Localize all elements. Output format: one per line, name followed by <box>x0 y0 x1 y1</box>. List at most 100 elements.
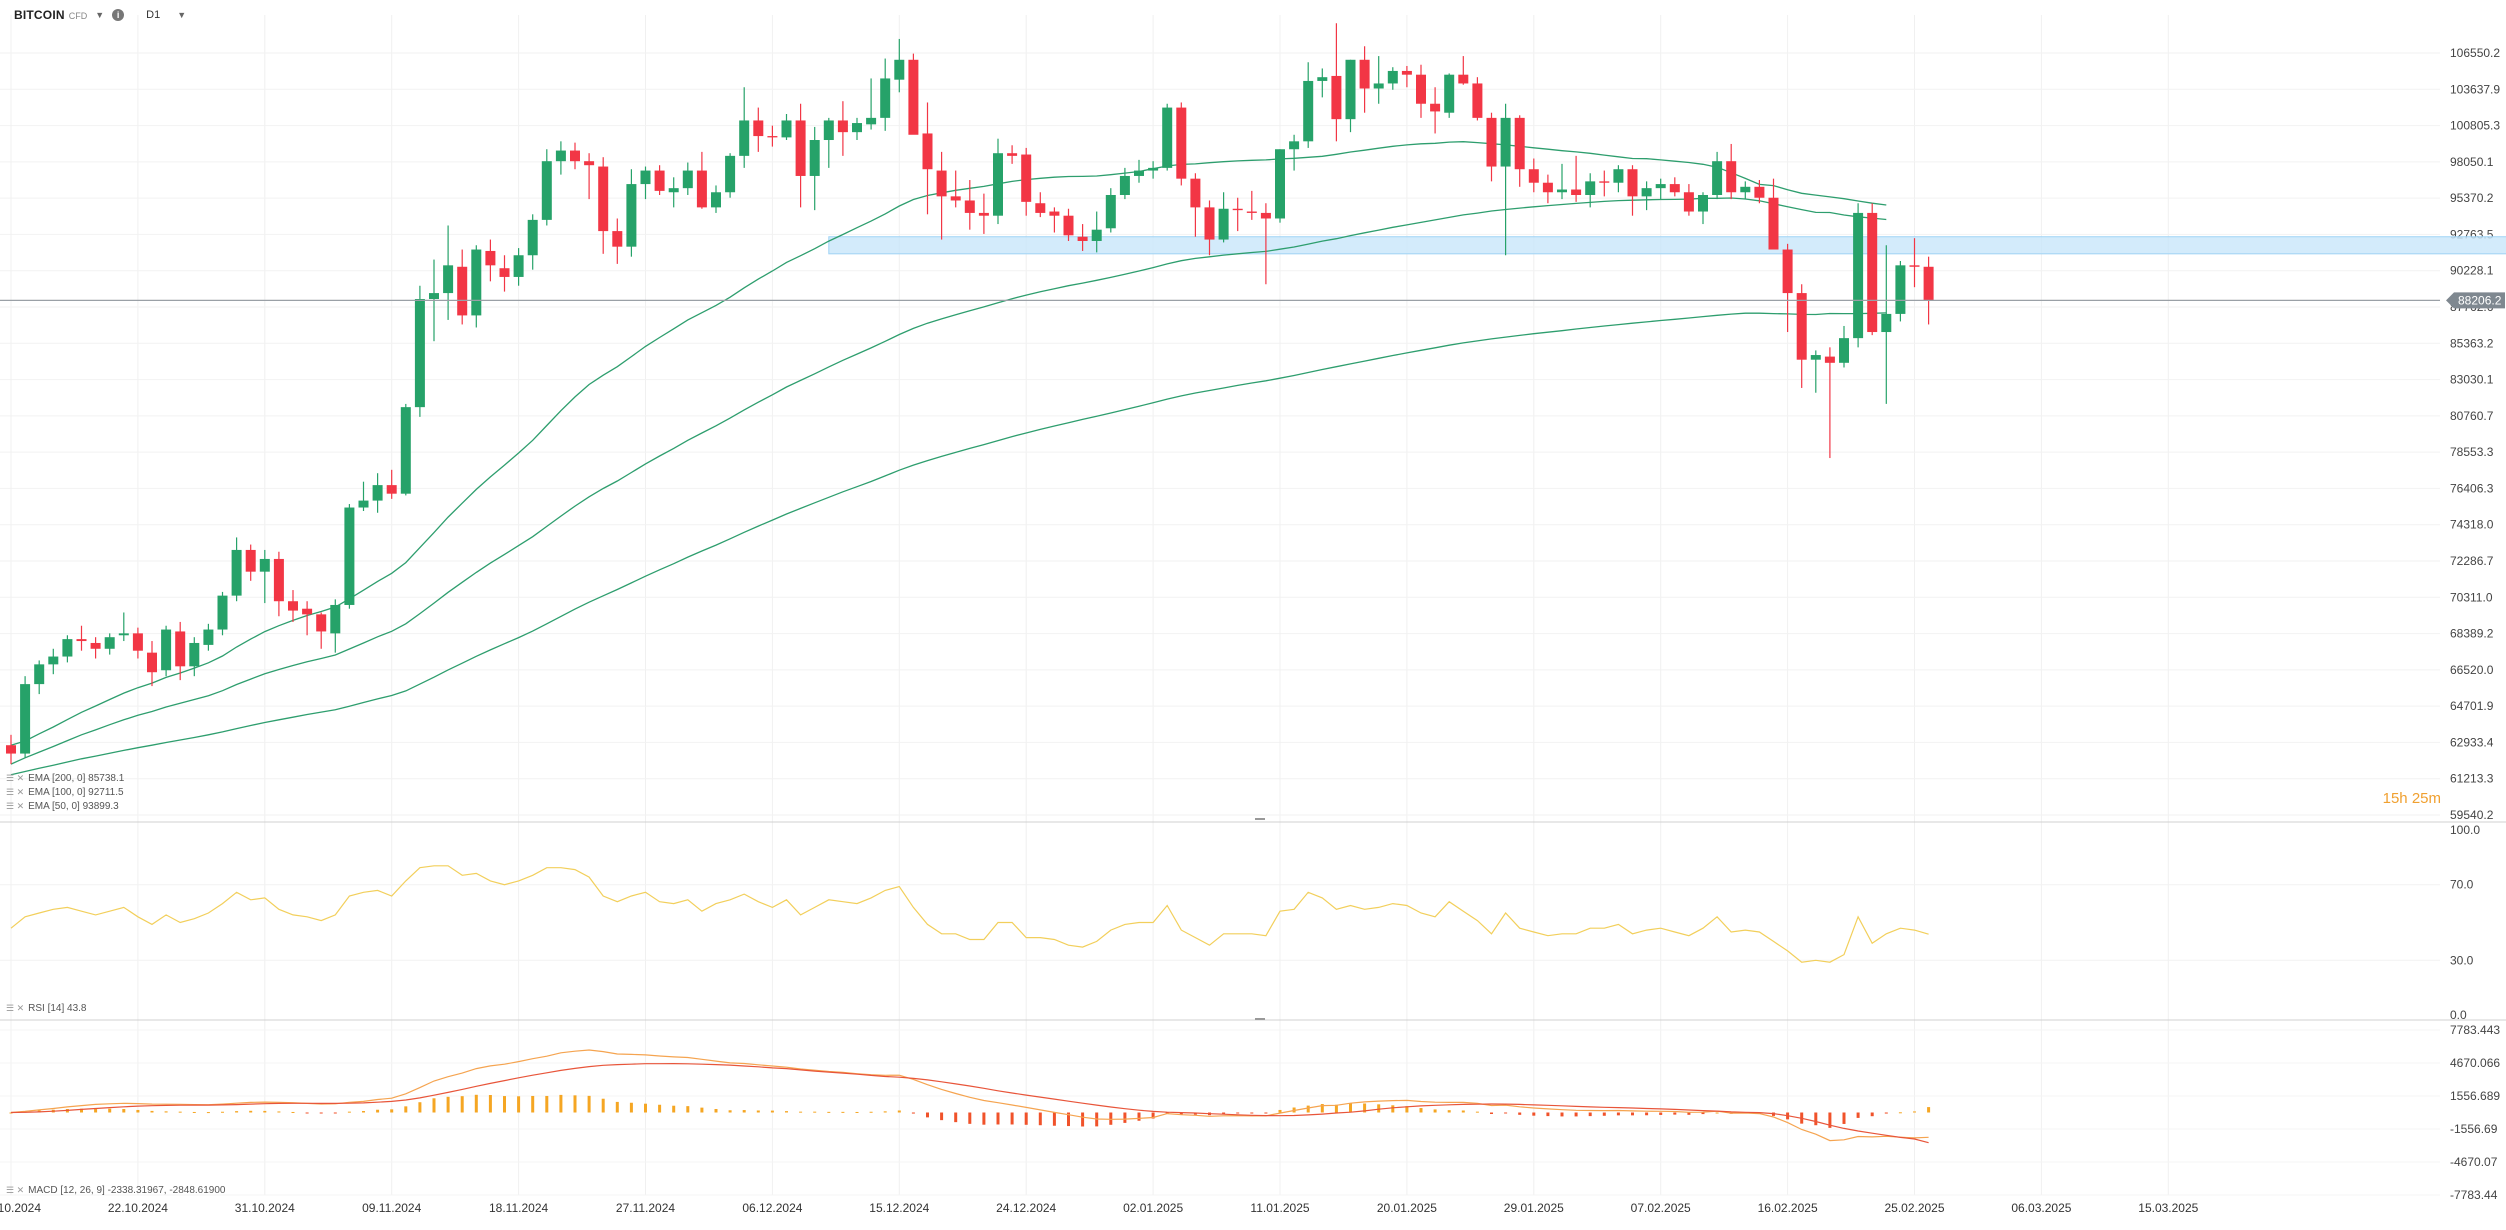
candle-body[interactable] <box>1204 207 1215 240</box>
candle-body[interactable] <box>1176 107 1187 179</box>
candle-body[interactable] <box>132 633 143 651</box>
candle-body[interactable] <box>922 133 933 170</box>
candle-body[interactable] <box>668 188 679 193</box>
candle-body[interactable] <box>316 614 327 632</box>
candle-body[interactable] <box>1824 356 1835 363</box>
candle-body[interactable] <box>1275 149 1285 219</box>
candle-body[interactable] <box>1232 208 1243 211</box>
candle-body[interactable] <box>739 120 750 156</box>
candle-body[interactable] <box>90 642 101 649</box>
candle-body[interactable] <box>908 59 919 135</box>
candle-body[interactable] <box>527 219 538 256</box>
candle-body[interactable] <box>1839 338 1849 363</box>
candle-body[interactable] <box>1035 203 1046 213</box>
candle-body[interactable] <box>231 549 242 596</box>
candle-body[interactable] <box>386 485 397 494</box>
candle-body[interactable] <box>175 631 186 667</box>
ema50-line[interactable] <box>10 141 1887 746</box>
candle-body[interactable] <box>823 120 834 141</box>
settings-icon[interactable]: ☰ ✕ <box>6 787 25 797</box>
candle-body[interactable] <box>147 652 157 673</box>
candle-body[interactable] <box>880 78 891 118</box>
chevron-down-icon[interactable]: ▼ <box>95 10 105 20</box>
candle-body[interactable] <box>344 507 355 605</box>
candle-body[interactable] <box>161 629 172 671</box>
candle-body[interactable] <box>1105 194 1116 229</box>
candle-body[interactable] <box>1754 186 1765 198</box>
candle-body[interactable] <box>978 212 989 216</box>
macd-line[interactable] <box>10 1049 1929 1142</box>
candle-body[interactable] <box>598 166 609 232</box>
candle-body[interactable] <box>837 120 848 133</box>
candle-body[interactable] <box>1430 103 1441 112</box>
settings-icon[interactable]: ☰ ✕ <box>6 773 25 783</box>
candle-body[interactable] <box>1655 184 1666 189</box>
settings-icon[interactable]: ☰ ✕ <box>6 1003 25 1013</box>
candle-body[interactable] <box>118 633 129 636</box>
candle-body[interactable] <box>1373 83 1384 89</box>
candle-body[interactable] <box>993 153 1003 216</box>
candle-body[interactable] <box>852 123 862 133</box>
candle-body[interactable] <box>414 298 425 408</box>
candle-body[interactable] <box>1881 313 1892 333</box>
candle-body[interactable] <box>1571 189 1582 195</box>
candle-body[interactable] <box>612 231 623 247</box>
candle-body[interactable] <box>1768 197 1779 250</box>
candle-body[interactable] <box>1627 169 1638 197</box>
candle-body[interactable] <box>1289 141 1300 150</box>
last-price-badge[interactable] <box>2446 292 2505 309</box>
ema100-line[interactable] <box>10 197 1887 765</box>
candle-body[interactable] <box>541 161 552 220</box>
candle-body[interactable] <box>457 266 468 316</box>
candle-body[interactable] <box>1345 59 1356 120</box>
candle-body[interactable] <box>964 200 975 213</box>
candle-body[interactable] <box>1148 167 1159 171</box>
candle-body[interactable] <box>288 601 298 611</box>
candle-body[interactable] <box>48 656 59 665</box>
candle-body[interactable] <box>471 249 482 316</box>
candle-body[interactable] <box>626 184 637 247</box>
candle-body[interactable] <box>1486 117 1497 167</box>
candle-body[interactable] <box>1853 212 1864 339</box>
candle-body[interactable] <box>1782 249 1793 294</box>
candle-body[interactable] <box>6 745 16 754</box>
candle-body[interactable] <box>1867 212 1878 333</box>
candle-body[interactable] <box>795 120 806 176</box>
candle-body[interactable] <box>1613 169 1624 183</box>
candle-body[interactable] <box>1303 80 1314 142</box>
candle-body[interactable] <box>1909 265 1920 267</box>
candle-body[interactable] <box>1726 161 1737 193</box>
candle-body[interactable] <box>1077 236 1088 241</box>
candle-body[interactable] <box>1796 293 1807 360</box>
candle-body[interactable] <box>400 407 411 494</box>
candle-body[interactable] <box>1218 208 1229 240</box>
settings-icon[interactable]: ☰ ✕ <box>6 1185 25 1195</box>
candle-body[interactable] <box>499 268 510 277</box>
candle-body[interactable] <box>809 140 820 176</box>
rsi-legend[interactable]: ☰ ✕ RSI [14] 43.8 <box>6 1003 87 1014</box>
candle-body[interactable] <box>696 170 707 208</box>
candle-body[interactable] <box>1542 182 1553 193</box>
macd-signal-line[interactable] <box>10 1062 1929 1144</box>
candle-body[interactable] <box>936 170 947 197</box>
candle-body[interactable] <box>1387 70 1398 84</box>
candle-body[interactable] <box>1190 178 1201 208</box>
candle-body[interactable] <box>1162 107 1173 168</box>
chevron-down-icon[interactable]: ▼ <box>177 10 187 20</box>
candle-body[interactable] <box>245 549 256 572</box>
candle-body[interactable] <box>1134 170 1144 176</box>
candle-body[interactable] <box>1683 192 1694 212</box>
candle-body[interactable] <box>358 500 369 508</box>
candle-body[interactable] <box>781 120 792 138</box>
candle-body[interactable] <box>1712 161 1723 195</box>
candle-body[interactable] <box>1669 184 1680 193</box>
ema100-legend[interactable]: ☰ ✕ EMA [100, 0] 92711.5 <box>6 787 124 798</box>
candle-body[interactable] <box>753 120 764 137</box>
ema200-legend[interactable]: ☰ ✕ EMA [200, 0] 85738.1 <box>6 773 124 784</box>
candle-body[interactable] <box>189 642 200 667</box>
candle-body[interactable] <box>62 639 73 657</box>
candle-body[interactable] <box>866 117 877 125</box>
timeframe-selector[interactable]: D1 ▼ <box>146 9 186 21</box>
candle-body[interactable] <box>1007 153 1018 156</box>
